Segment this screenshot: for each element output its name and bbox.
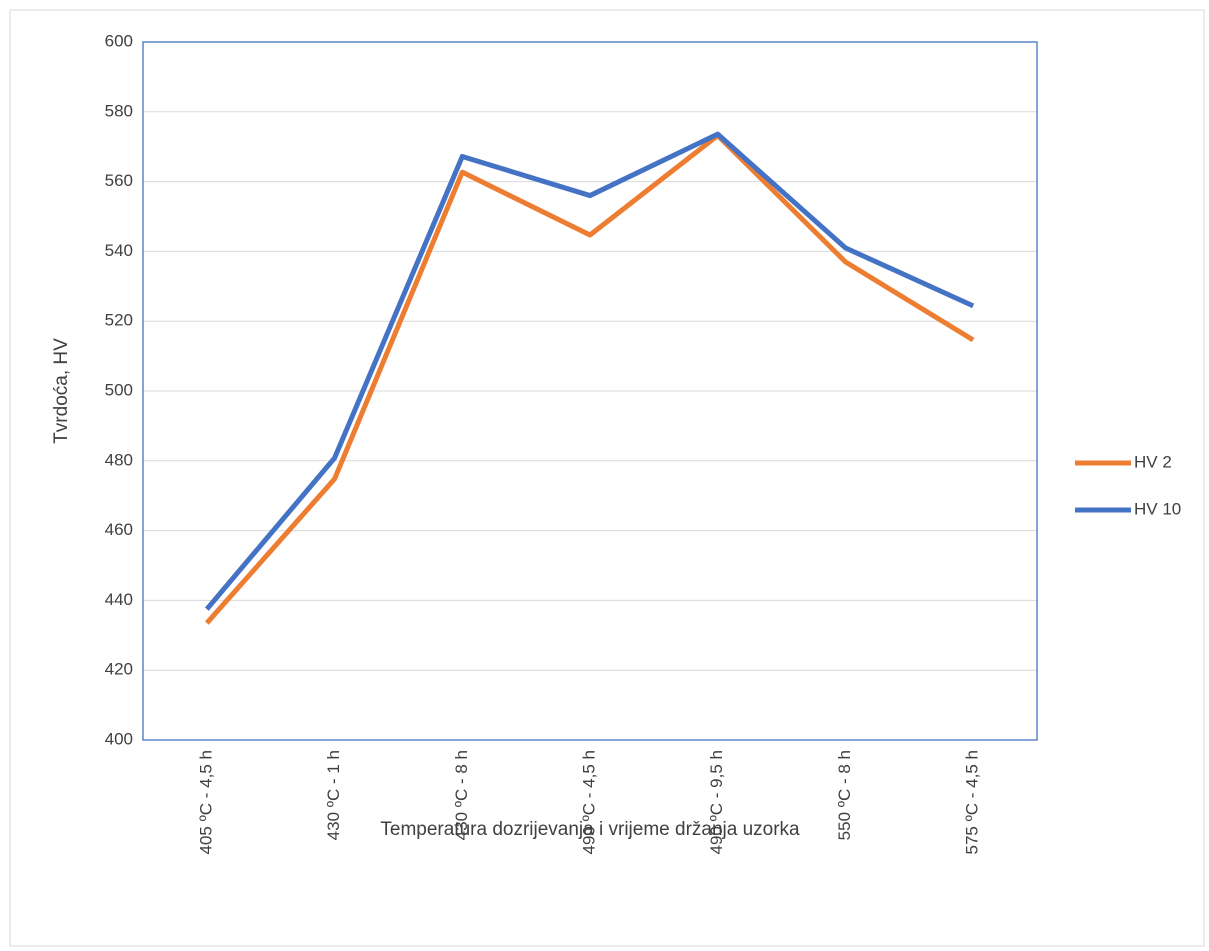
y-tick-label: 420 (105, 660, 133, 679)
x-tick-label: 430 ºC - 8 h (452, 750, 471, 840)
x-tick-label: 430 ºC - 1 h (324, 750, 343, 840)
y-tick-label: 480 (105, 450, 133, 469)
x-tick-label: 575 ºC - 4,5 h (963, 750, 982, 855)
legend-label: HV 2 (1134, 452, 1172, 471)
x-axis-label: Temperatura dozrijevanja i vrijeme držan… (380, 819, 800, 840)
y-tick-label: 600 (105, 31, 133, 50)
x-tick-label: 550 ºC - 8 h (835, 750, 854, 840)
series-line (204, 131, 975, 611)
y-tick-label: 520 (105, 311, 133, 330)
y-tick-label: 560 (105, 171, 133, 190)
y-tick-label: 460 (105, 520, 133, 539)
y-tick-label: 540 (105, 241, 133, 260)
y-axis-label: Tvrdoća, HV (51, 338, 72, 444)
legend-label: HV 10 (1134, 499, 1181, 518)
plot-frame (142, 41, 1038, 741)
y-tick-label: 400 (105, 729, 133, 748)
x-tick-label: 490 ºC - 9,5 h (707, 750, 726, 855)
y-tick-label: 500 (105, 380, 133, 399)
y-tick-label: 580 (105, 101, 133, 120)
series-line (204, 133, 975, 625)
y-tick-label: 440 (105, 590, 133, 609)
x-tick-label: 405 ºC - 4,5 h (196, 750, 215, 855)
chart-border (9, 9, 1205, 947)
x-tick-label: 490 ºC - 4,5 h (579, 750, 598, 855)
